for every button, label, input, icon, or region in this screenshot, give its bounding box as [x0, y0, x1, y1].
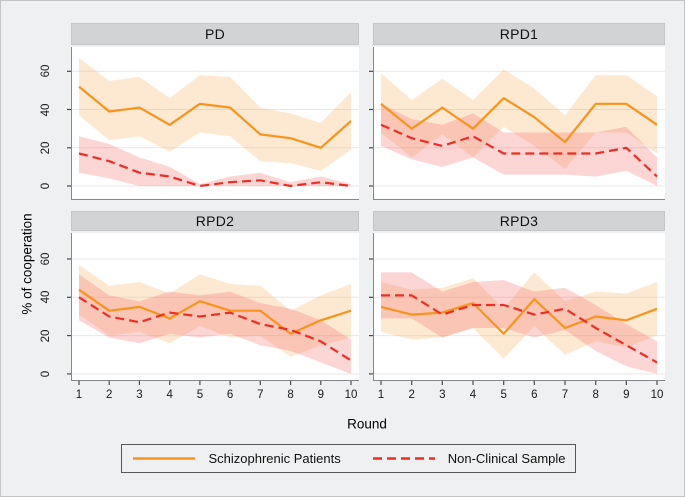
y-tick-label: 60 — [40, 252, 52, 266]
x-tick-label: 8 — [592, 389, 599, 401]
x-tick-label: 9 — [317, 389, 324, 401]
panel-plot-rpd2 — [67, 233, 359, 385]
x-tick-label: 8 — [287, 389, 294, 401]
x-tick-label: 6 — [531, 389, 538, 401]
panel-plot-pd — [67, 47, 359, 200]
x-tick-label: 4 — [166, 389, 173, 401]
y-tick-label: 20 — [40, 141, 52, 155]
legend-item-schizophrenic-patients: Schizophrenic Patients — [131, 451, 341, 466]
y-tick-label: 40 — [40, 290, 52, 304]
panel-plot-rpd1 — [369, 47, 665, 200]
panel-header-rpd3: RPD3 — [373, 211, 665, 231]
x-tick-label: 3 — [136, 389, 143, 401]
x-tick-label: 3 — [439, 389, 446, 401]
y-tick-label: 0 — [40, 182, 52, 190]
y-tick-label: 20 — [40, 329, 52, 342]
y-tick-label: 60 — [40, 64, 52, 78]
x-tick-label: 2 — [408, 389, 415, 401]
y-tick-label: 0 — [40, 370, 52, 378]
x-axis-title: Round — [347, 416, 387, 432]
legend-label-non-clinical-sample: Non-Clinical Sample — [447, 451, 566, 466]
legend-label-schizophrenic-patients: Schizophrenic Patients — [208, 451, 341, 466]
legend: Schizophrenic Patients Non-Clinical Samp… — [121, 444, 576, 473]
legend-solid-line-sample — [133, 457, 196, 460]
panel-header-rpd1: RPD1 — [373, 23, 665, 45]
x-tick-label: 2 — [105, 389, 113, 401]
x-tick-label: 10 — [650, 389, 664, 401]
panel-plot-rpd3 — [369, 233, 665, 385]
panel-header-rpd2: RPD2 — [71, 211, 359, 231]
x-tick-label: 5 — [500, 389, 507, 401]
panel-header-pd: PD — [71, 23, 359, 45]
x-tick-label: 7 — [257, 389, 264, 401]
x-tick-label: 4 — [469, 389, 477, 401]
x-tick-label: 6 — [226, 389, 234, 401]
x-tick-label: 9 — [623, 389, 630, 401]
x-tick-label: 1 — [75, 389, 83, 401]
legend-item-non-clinical-sample: Non-Clinical Sample — [371, 451, 566, 466]
x-tick-label: 10 — [344, 389, 358, 401]
x-tick-label: 5 — [196, 389, 204, 401]
x-tick-label: 7 — [561, 389, 569, 401]
legend-dashed-line-sample — [372, 457, 435, 460]
x-tick-label: 1 — [377, 389, 385, 401]
y-axis-title: % of cooperation — [19, 213, 35, 315]
y-tick-label: 40 — [40, 103, 52, 116]
